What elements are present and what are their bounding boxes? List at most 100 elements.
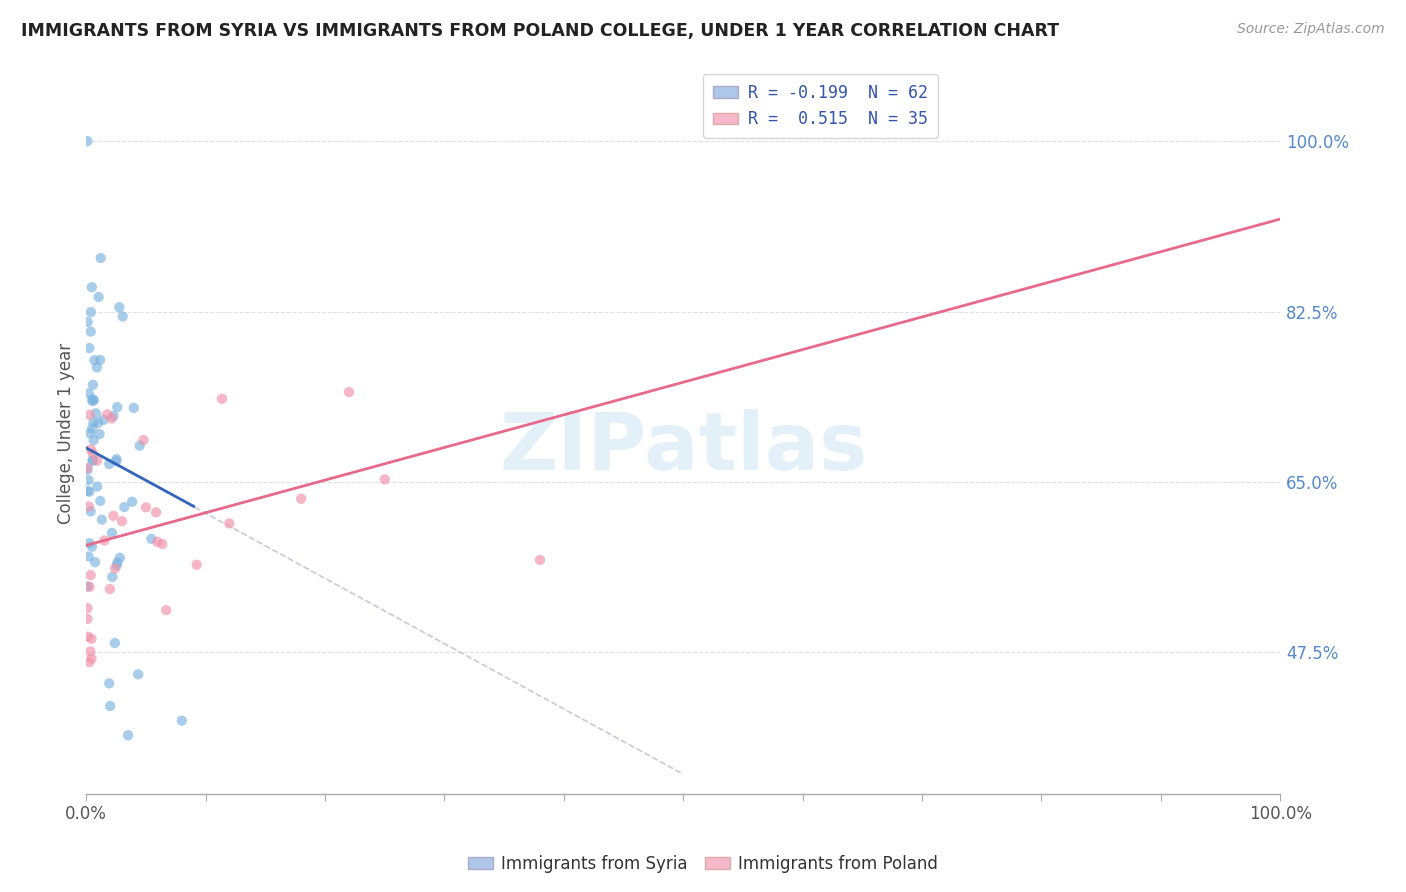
Point <box>80 651 103 665</box>
Point <box>76 579 98 593</box>
Point <box>103 409 125 423</box>
Point <box>290 491 312 506</box>
Point <box>76 463 98 477</box>
Point <box>108 300 131 314</box>
Point <box>93 533 115 548</box>
Point <box>107 556 129 570</box>
Point <box>104 561 127 575</box>
Point <box>146 534 169 549</box>
Point <box>77 341 100 355</box>
Point <box>80 442 103 457</box>
Point <box>105 558 128 573</box>
Point <box>96 408 118 422</box>
Point <box>218 516 240 531</box>
Point <box>128 439 150 453</box>
Legend: Immigrants from Syria, Immigrants from Poland: Immigrants from Syria, Immigrants from P… <box>461 848 945 880</box>
Point <box>77 655 100 669</box>
Point <box>135 500 157 515</box>
Point <box>79 504 101 518</box>
Point <box>77 500 100 514</box>
Point <box>98 676 121 690</box>
Point <box>84 555 107 569</box>
Point <box>112 500 135 514</box>
Point <box>80 632 103 646</box>
Point <box>82 452 104 467</box>
Y-axis label: College, Under 1 year: College, Under 1 year <box>58 343 75 524</box>
Point <box>111 514 134 528</box>
Point <box>87 416 110 430</box>
Point <box>104 636 127 650</box>
Point <box>82 394 104 409</box>
Point <box>529 553 551 567</box>
Point <box>101 570 124 584</box>
Point <box>117 728 139 742</box>
Point <box>89 353 111 368</box>
Point <box>105 452 128 467</box>
Point <box>86 453 108 467</box>
Point <box>141 532 163 546</box>
Point <box>374 472 396 486</box>
Point <box>76 134 98 148</box>
Point <box>337 385 360 400</box>
Point <box>89 427 111 442</box>
Point <box>79 580 101 594</box>
Point <box>76 315 98 329</box>
Text: IMMIGRANTS FROM SYRIA VS IMMIGRANTS FROM POLAND COLLEGE, UNDER 1 YEAR CORRELATIO: IMMIGRANTS FROM SYRIA VS IMMIGRANTS FROM… <box>21 22 1059 40</box>
Point <box>98 699 121 714</box>
Point <box>111 310 134 324</box>
Point <box>79 426 101 441</box>
Point <box>79 644 101 658</box>
Point <box>145 505 167 519</box>
Point <box>80 540 103 554</box>
Point <box>82 392 104 407</box>
Point <box>77 549 100 564</box>
Point <box>98 457 121 471</box>
Point <box>86 480 108 494</box>
Point <box>90 513 112 527</box>
Point <box>84 406 107 420</box>
Point <box>76 461 98 475</box>
Point <box>77 630 100 644</box>
Point <box>76 483 98 498</box>
Point <box>122 401 145 415</box>
Point <box>108 550 131 565</box>
Point <box>155 603 177 617</box>
Point <box>82 454 104 468</box>
Point <box>86 360 108 375</box>
Point <box>98 582 121 596</box>
Point <box>100 411 122 425</box>
Point <box>211 392 233 406</box>
Point <box>103 508 125 523</box>
Text: Source: ZipAtlas.com: Source: ZipAtlas.com <box>1237 22 1385 37</box>
Point <box>105 454 128 468</box>
Point <box>79 408 101 422</box>
Point <box>77 473 100 487</box>
Point <box>83 393 105 408</box>
Point <box>132 433 155 447</box>
Legend: R = -0.199  N = 62, R =  0.515  N = 35: R = -0.199 N = 62, R = 0.515 N = 35 <box>703 74 938 138</box>
Point <box>105 400 128 414</box>
Point <box>80 280 103 294</box>
Point <box>87 290 110 304</box>
Point <box>79 536 101 550</box>
Point <box>101 525 124 540</box>
Point <box>170 714 193 728</box>
Point <box>82 416 104 430</box>
Point <box>83 434 105 448</box>
Point <box>79 568 101 582</box>
Point <box>79 484 101 499</box>
Point <box>76 612 98 626</box>
Point <box>80 325 103 339</box>
Point <box>82 377 104 392</box>
Point <box>186 558 208 572</box>
Point <box>89 494 111 508</box>
Point <box>93 413 115 427</box>
Point <box>76 601 98 615</box>
Point <box>127 667 149 681</box>
Point <box>150 537 173 551</box>
Point <box>90 251 112 265</box>
Point <box>121 494 143 508</box>
Point <box>83 353 105 368</box>
Point <box>82 446 104 460</box>
Point <box>77 386 100 401</box>
